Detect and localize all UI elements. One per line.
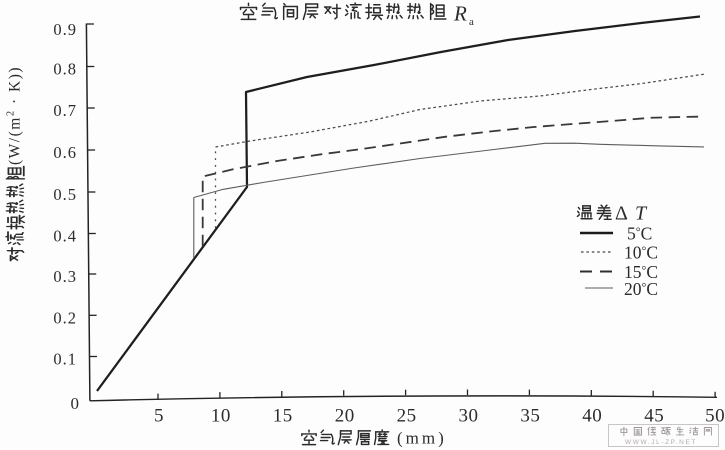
svg-text:0.8: 0.8 (53, 60, 77, 79)
svg-text:10°C: 10°C (624, 243, 658, 263)
svg-text:R: R (453, 2, 467, 26)
svg-text:15°C: 15°C (624, 262, 658, 282)
svg-text:0.7: 0.7 (53, 101, 77, 120)
svg-text:0.6: 0.6 (53, 143, 77, 162)
svg-text:5: 5 (154, 406, 164, 427)
svg-text:5°C: 5°C (627, 224, 652, 244)
svg-text:0.5: 0.5 (53, 185, 77, 204)
svg-text:35: 35 (520, 406, 540, 427)
svg-text:0.9: 0.9 (53, 20, 77, 39)
svg-text:25: 25 (397, 406, 417, 427)
svg-text:0.2: 0.2 (53, 309, 77, 328)
svg-text:40: 40 (582, 406, 602, 427)
svg-text:Δ: Δ (615, 203, 628, 225)
svg-text:0.4: 0.4 (53, 227, 77, 246)
svg-text:20: 20 (335, 406, 355, 427)
svg-text:10: 10 (211, 406, 231, 427)
svg-text:(mm): (mm) (397, 429, 447, 448)
svg-text:50: 50 (705, 406, 725, 427)
svg-text:(W/(m2 · K)): (W/(m2 · K)) (6, 66, 24, 165)
svg-text:0: 0 (71, 394, 80, 413)
svg-text:45: 45 (644, 406, 664, 427)
svg-text:a: a (469, 16, 474, 28)
svg-text:15: 15 (273, 406, 293, 427)
svg-text:T: T (635, 203, 648, 225)
svg-text:0.1: 0.1 (53, 350, 77, 369)
svg-text:0.3: 0.3 (53, 267, 77, 286)
svg-text:WWW.JL-ZP.NET: WWW.JL-ZP.NET (625, 439, 697, 446)
svg-text:20°C: 20°C (624, 279, 658, 299)
svg-text:30: 30 (459, 406, 479, 427)
